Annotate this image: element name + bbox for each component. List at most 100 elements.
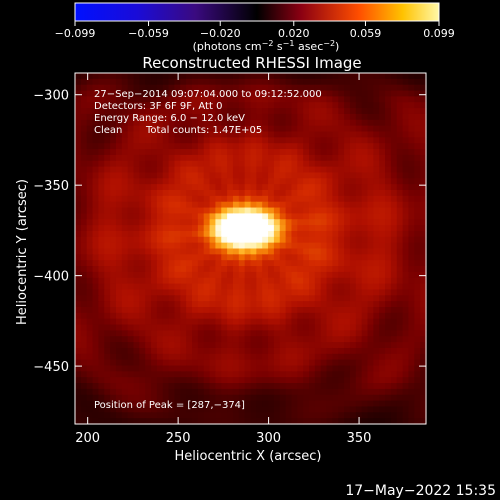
heatmap-cell [344,295,351,302]
heatmap-cell [145,283,152,291]
heatmap-cell [349,154,357,162]
heatmap-cell [75,254,82,261]
heatmap-cell [256,359,263,367]
heatmap-cell [402,283,410,291]
heatmap-cell [232,137,240,144]
heatmap-cell [227,383,234,390]
heatmap-cell [227,271,234,279]
heatmap-cell [256,260,263,267]
heatmap-cell [390,207,398,214]
heatmap-cell [139,207,146,214]
heatmap-cell [285,418,293,425]
heatmap-cell [385,324,392,331]
heatmap-cell [145,178,152,185]
heatmap-cell [115,295,123,302]
x-axis-label: Heliocentric X (arcsec) [175,449,322,464]
heatmap-cell [303,289,310,296]
heatmap-cell [174,96,181,103]
heatmap-cell [250,213,257,220]
heatmap-cell [133,353,140,361]
heatmap-cell [373,418,380,425]
heatmap-cell [145,412,152,419]
heatmap-cell [250,125,257,133]
heatmap-cell [227,318,234,326]
heatmap-cell [279,195,287,203]
heatmap-cell [402,254,410,261]
heatmap-cell [297,342,304,349]
heatmap-cell [180,307,187,314]
heatmap-cell [256,195,263,203]
heatmap-cell [80,312,88,320]
heatmap-cell [133,418,140,425]
heatmap-cell [110,336,117,343]
heatmap-cell [285,336,293,343]
heatmap-cell [320,295,328,302]
heatmap-cell [168,137,176,144]
heatmap-cell [349,219,357,226]
heatmap-cell [338,277,345,285]
heatmap-cell [75,78,82,86]
heatmap-cell [221,353,228,361]
heatmap-cell [332,143,339,150]
heatmap-cell [297,137,304,144]
heatmap-cell [390,318,398,326]
heatmap-cell [75,248,82,255]
heatmap-cell [273,377,281,384]
heatmap-cell [156,260,164,267]
heatmap-cell [227,301,234,308]
heatmap-cell [361,213,369,220]
heatmap-cell [227,353,234,361]
heatmap-cell [98,102,105,109]
heatmap-cell [390,149,398,156]
heatmap-cell [139,137,146,144]
heatmap-cell [344,219,351,226]
heatmap-cell [98,108,105,115]
heatmap-cell [250,383,257,390]
heatmap-cell [227,307,234,314]
heatmap-cell [332,149,339,156]
heatmap-cell [402,266,410,273]
heatmap-cell [262,160,269,168]
heatmap-cell [268,225,275,232]
heatmap-cell [349,283,357,291]
heatmap-cell [326,96,333,103]
heatmap-cell [180,412,187,419]
heatmap-cell [314,301,322,308]
heatmap-cell [332,90,339,97]
heatmap-cell [110,119,117,127]
heatmap-cell [227,406,234,413]
heatmap-cell [115,312,123,320]
heatmap-cell [121,371,129,378]
heatmap-cell [86,254,94,261]
heatmap-cell [250,119,257,127]
heatmap-cell [361,388,369,396]
heatmap-cell [332,394,339,402]
heatmap-cell [227,190,234,197]
heatmap-cell [268,388,275,396]
heatmap-cell [92,266,99,273]
heatmap-cell [373,143,380,150]
heatmap-cell [338,236,345,244]
heatmap-cell [197,78,205,86]
heatmap-cell [75,172,82,179]
heatmap-cell [291,271,298,279]
heatmap-cell [133,84,140,92]
heatmap-cell [268,207,275,214]
heatmap-cell [285,113,293,121]
heatmap-cell [80,84,88,92]
colorbar-tick-label: 0.059 [350,27,382,40]
heatmap-cell [121,271,129,279]
heatmap-cell [98,166,105,174]
heatmap-cell [408,271,415,279]
heatmap-cell [320,207,328,214]
heatmap-cell [244,353,252,361]
heatmap-cell [367,347,374,355]
heatmap-cell [303,254,310,261]
heatmap-cell [92,236,99,244]
heatmap-cell [139,219,146,226]
heatmap-cell [151,73,158,80]
heatmap-cell [115,125,123,133]
heatmap-cell [244,254,252,261]
heatmap-cell [273,137,281,144]
heatmap-cell [151,213,158,220]
